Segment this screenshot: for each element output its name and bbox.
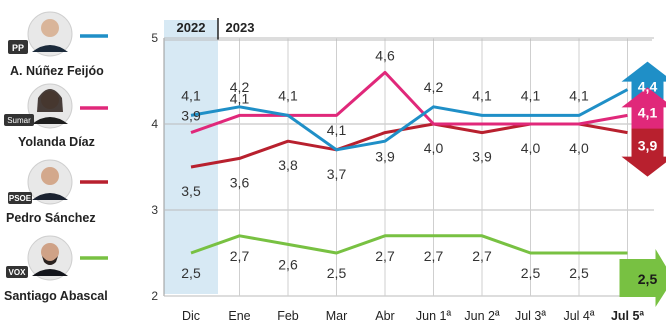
data-label: 4,6 bbox=[375, 47, 395, 63]
year-2022-shade bbox=[164, 20, 218, 294]
data-label: 4,1 bbox=[472, 87, 492, 103]
end-arrow bbox=[621, 128, 666, 177]
data-label: 2,7 bbox=[472, 248, 492, 264]
x-tick-label: Jul 3ª bbox=[515, 309, 546, 323]
data-label: 2,5 bbox=[521, 265, 541, 281]
party-logo-label: VOX bbox=[9, 268, 27, 277]
data-label: 4,2 bbox=[230, 79, 250, 95]
portrait-icon bbox=[41, 243, 59, 261]
x-tick-label: Jun 1ª bbox=[416, 309, 452, 323]
data-label: 2,6 bbox=[278, 256, 298, 272]
data-label: 2,5 bbox=[181, 265, 201, 281]
x-tick-label: Jun 2ª bbox=[464, 309, 500, 323]
data-label: 4,1 bbox=[278, 87, 298, 103]
x-tick-label: Abr bbox=[375, 309, 394, 323]
data-label: 3,7 bbox=[327, 166, 347, 182]
portrait-icon bbox=[32, 117, 68, 124]
party-logo-label: PSOE bbox=[9, 194, 32, 203]
grid bbox=[163, 37, 654, 297]
data-label: 2,5 bbox=[327, 265, 347, 281]
party-logo-label: PP bbox=[12, 43, 24, 53]
legend-item-feijoo: PP A. Núñez Feijóo bbox=[8, 11, 108, 78]
year-label-2023: 2023 bbox=[226, 20, 255, 35]
data-label: 4,1 bbox=[521, 87, 541, 103]
legend-item-abascal: VOX Santiago Abascal bbox=[4, 235, 108, 303]
data-label: 4,1 bbox=[181, 87, 201, 103]
series-line bbox=[190, 88, 629, 152]
end-arrow bbox=[619, 249, 666, 307]
data-label: 3,5 bbox=[181, 183, 201, 199]
y-tick-label: 2 bbox=[151, 289, 158, 303]
portrait-icon bbox=[37, 89, 63, 112]
data-label: 4,1 bbox=[638, 104, 658, 120]
series-lines bbox=[190, 70, 629, 255]
year-label-2022: 2022 bbox=[177, 20, 206, 35]
data-label: 2,7 bbox=[230, 248, 250, 264]
portrait-icon bbox=[32, 193, 68, 200]
series-line bbox=[190, 234, 628, 255]
legend: PP A. Núñez Feijóo Sumar Yolanda Díaz PS… bbox=[4, 11, 108, 303]
legend-label: Pedro Sánchez bbox=[6, 211, 96, 225]
legend-label: Santiago Abascal bbox=[4, 289, 108, 303]
data-label: 3,9 bbox=[181, 108, 201, 124]
legend-item-diaz: Sumar Yolanda Díaz bbox=[4, 83, 108, 149]
data-label: 4,1 bbox=[230, 90, 250, 106]
data-label: 2,7 bbox=[375, 248, 395, 264]
data-label: 4,0 bbox=[424, 140, 444, 156]
series-line bbox=[190, 70, 628, 135]
data-label: 2,5 bbox=[569, 265, 589, 281]
data-label: 3,6 bbox=[230, 174, 250, 190]
data-label: 4,2 bbox=[424, 79, 444, 95]
end-arrow bbox=[621, 87, 666, 130]
x-axis-labels: Dic Ene Feb Mar Abr Jun 1ª Jun 2ª Jul 3ª Jul 4ª J… bbox=[182, 309, 644, 323]
y-tick-label: 4 bbox=[151, 117, 158, 131]
x-tick-label: Feb bbox=[277, 309, 299, 323]
legend-label: Yolanda Díaz bbox=[18, 135, 95, 149]
y-tick-label: 5 bbox=[151, 31, 158, 45]
party-logo-icon bbox=[8, 40, 28, 54]
data-label: 4,1 bbox=[569, 87, 589, 103]
party-logo-icon bbox=[6, 266, 28, 278]
data-label: 3,9 bbox=[375, 149, 395, 165]
y-tick-label: 3 bbox=[151, 203, 158, 217]
legend-item-sanchez: PSOE Pedro Sánchez bbox=[6, 159, 108, 225]
end-arrows bbox=[619, 61, 666, 307]
data-label: 3,9 bbox=[472, 149, 492, 165]
data-label: 2,7 bbox=[424, 248, 444, 264]
portrait-icon bbox=[32, 269, 68, 276]
portrait-icon bbox=[41, 19, 59, 37]
party-logo-label: Sumar bbox=[7, 116, 31, 125]
legend-label: A. Núñez Feijóo bbox=[10, 64, 104, 78]
x-tick-label: Jul 4ª bbox=[563, 309, 594, 323]
data-labels: 4,14,24,14,14,24,1 4,1 4,14,43,94,14,64,13… bbox=[181, 47, 657, 287]
x-tick-label: Dic bbox=[182, 309, 200, 323]
x-tick-label: Mar bbox=[326, 309, 348, 323]
data-label: 2,5 bbox=[638, 271, 658, 287]
data-label: 4,1 bbox=[327, 122, 347, 138]
x-tick-label: Ene bbox=[228, 309, 250, 323]
data-label: 4,0 bbox=[521, 140, 541, 156]
data-label: 3,8 bbox=[278, 157, 298, 173]
portrait-icon bbox=[32, 45, 68, 52]
portrait-icon bbox=[42, 256, 58, 265]
portrait-icon bbox=[41, 167, 59, 185]
party-logo-icon bbox=[8, 192, 32, 204]
x-tick-label: Jul 5ª bbox=[611, 309, 644, 323]
data-label: 4,0 bbox=[569, 140, 589, 156]
party-logo-icon bbox=[4, 114, 34, 126]
data-label: 3,9 bbox=[638, 138, 658, 154]
series-line bbox=[190, 122, 628, 169]
data-label: 4,4 bbox=[638, 79, 658, 95]
